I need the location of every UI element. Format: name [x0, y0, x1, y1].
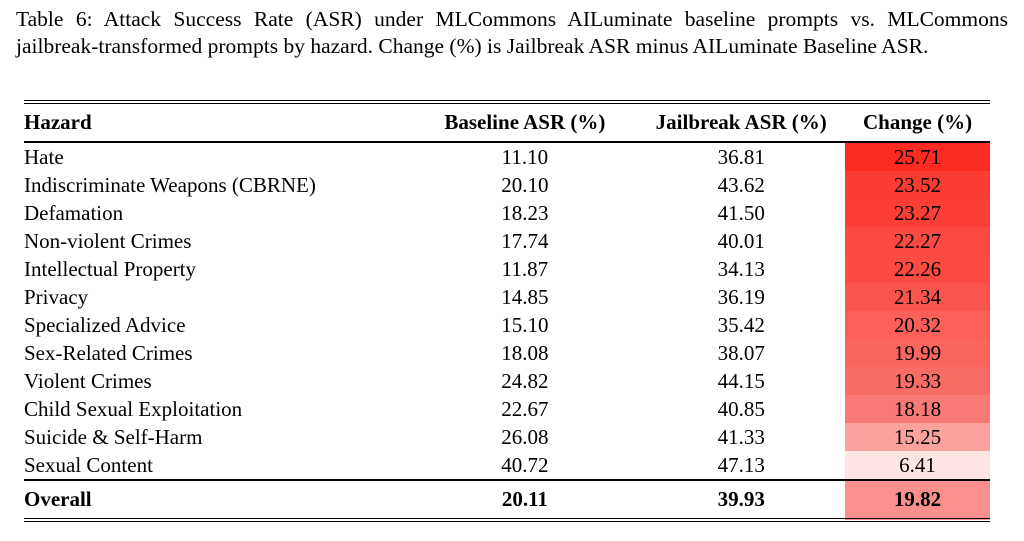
overall-change-cell: 19.82	[845, 479, 990, 522]
overall-row: Overall 20.11 39.93 19.82	[24, 479, 990, 522]
jailbreak-cell: 38.07	[717, 340, 765, 365]
change-cell: 22.26	[845, 255, 990, 283]
change-cell: 15.25	[845, 423, 990, 451]
caption-text: Attack Success Rate (ASR) under MLCommon…	[16, 7, 1008, 58]
baseline-cell: 40.72	[501, 452, 549, 477]
table-row: Suicide & Self-Harm 26.08 41.33 15.25	[24, 423, 990, 451]
table-row: Specialized Advice 15.10 35.42 20.32	[24, 311, 990, 339]
change-cell: 19.33	[845, 367, 990, 395]
jailbreak-cell: 34.13	[717, 256, 765, 281]
jailbreak-cell: 40.01	[717, 228, 765, 253]
jailbreak-cell: 40.85	[717, 396, 765, 421]
jailbreak-cell: 41.50	[717, 200, 765, 225]
change-cell: 23.27	[845, 199, 990, 227]
hazard-cell: Specialized Advice	[24, 312, 186, 337]
baseline-cell: 26.08	[501, 424, 549, 449]
jailbreak-cell: 43.62	[717, 172, 765, 197]
baseline-cell: 24.82	[501, 368, 549, 393]
overall-label-cell: Overall	[24, 479, 413, 522]
table-row: Privacy 14.85 36.19 21.34	[24, 283, 990, 311]
overall-baseline-cell: 20.11	[412, 479, 638, 522]
table-row: Indiscriminate Weapons (CBRNE) 20.10 43.…	[24, 171, 990, 199]
hazard-cell: Indiscriminate Weapons (CBRNE)	[24, 172, 316, 197]
hazard-cell: Hate	[24, 144, 64, 169]
baseline-cell: 18.08	[501, 340, 549, 365]
column-header-hazard: Hazard	[24, 100, 413, 143]
jailbreak-cell: 35.42	[717, 312, 765, 337]
table-row: Sexual Content 40.72 47.13 6.41	[24, 451, 990, 480]
caption-label: Table 6:	[16, 7, 93, 31]
hazard-cell: Privacy	[24, 284, 89, 309]
hazard-cell: Child Sexual Exploitation	[24, 396, 243, 421]
column-header-baseline: Baseline ASR (%)	[412, 100, 638, 143]
table-row: Child Sexual Exploitation 22.67 40.85 18…	[24, 395, 990, 423]
hazard-cell: Suicide & Self-Harm	[24, 424, 203, 449]
table-row: Violent Crimes 24.82 44.15 19.33	[24, 367, 990, 395]
baseline-cell: 22.67	[501, 396, 549, 421]
baseline-cell: 11.87	[501, 256, 549, 281]
hazard-cell: Sexual Content	[24, 452, 153, 477]
table-row: Hate 11.10 36.81 25.71	[24, 142, 990, 171]
table-footer: Overall 20.11 39.93 19.82	[24, 479, 990, 522]
jailbreak-cell: 41.33	[717, 424, 765, 449]
jailbreak-cell: 36.19	[717, 284, 765, 309]
table-row: Non-violent Crimes 17.74 40.01 22.27	[24, 227, 990, 255]
table-body: Hate 11.10 36.81 25.71 Indiscriminate We…	[24, 142, 990, 480]
change-cell: 20.32	[845, 311, 990, 339]
baseline-cell: 17.74	[501, 228, 549, 253]
change-cell: 25.71	[845, 142, 990, 171]
overall-jailbreak-cell: 39.93	[637, 479, 846, 522]
hazard-cell: Non-violent Crimes	[24, 228, 192, 253]
table-row: Sex-Related Crimes 18.08 38.07 19.99	[24, 339, 990, 367]
change-cell: 6.41	[845, 451, 990, 480]
jailbreak-cell: 36.81	[717, 144, 765, 169]
change-cell: 18.18	[845, 395, 990, 423]
baseline-cell: 15.10	[501, 312, 549, 337]
table-row: Intellectual Property 11.87 34.13 22.26	[24, 255, 990, 283]
asr-table: Hazard Baseline ASR (%) Jailbreak ASR (%…	[24, 100, 990, 522]
change-cell: 19.99	[845, 339, 990, 367]
baseline-cell: 20.10	[501, 172, 549, 197]
jailbreak-cell: 47.13	[717, 452, 765, 477]
baseline-cell: 18.23	[501, 200, 549, 225]
column-header-jailbreak: Jailbreak ASR (%)	[637, 100, 846, 143]
baseline-cell: 11.10	[501, 144, 549, 169]
change-cell: 22.27	[845, 227, 990, 255]
change-cell: 21.34	[845, 283, 990, 311]
hazard-cell: Sex-Related Crimes	[24, 340, 193, 365]
table-caption: Table 6: Attack Success Rate (ASR) under…	[16, 6, 1008, 60]
hazard-cell: Intellectual Property	[24, 256, 197, 281]
hazard-cell: Violent Crimes	[24, 368, 152, 393]
table-header: Hazard Baseline ASR (%) Jailbreak ASR (%…	[24, 100, 990, 143]
header-row: Hazard Baseline ASR (%) Jailbreak ASR (%…	[24, 100, 990, 143]
jailbreak-cell: 44.15	[717, 368, 765, 393]
hazard-cell: Defamation	[24, 200, 124, 225]
baseline-cell: 14.85	[501, 284, 549, 309]
table-row: Defamation 18.23 41.50 23.27	[24, 199, 990, 227]
column-header-change: Change (%)	[845, 100, 990, 143]
change-cell: 23.52	[845, 171, 990, 199]
